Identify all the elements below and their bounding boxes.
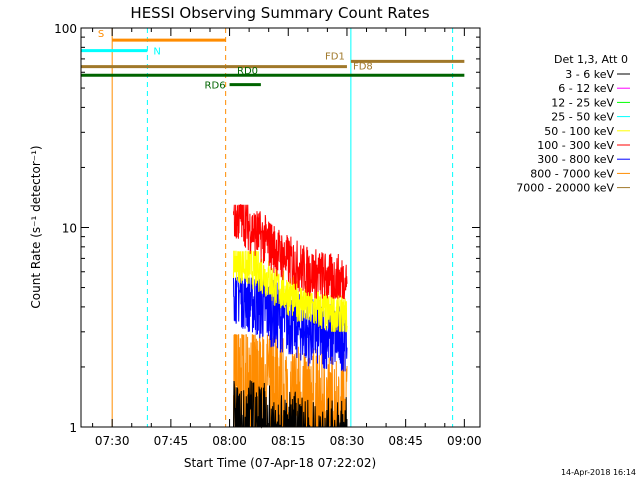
flag-label-fd1: FD1	[325, 51, 345, 62]
legend-entry-label: 25 - 50 keV	[551, 111, 614, 124]
series-line-50-100kev	[233, 250, 348, 333]
x-tick-label: 08:30	[330, 434, 365, 448]
x-tick-label: 07:30	[95, 434, 130, 448]
flag-label-fd8: FD8	[353, 62, 373, 73]
series-line-100-300kev	[233, 204, 348, 300]
y-tick-label: 100	[54, 22, 77, 36]
x-tick-label: 08:00	[212, 434, 247, 448]
y-tick-label: 10	[62, 222, 77, 236]
flag-bars: S N FD1 FD8 RD0 RD6	[81, 29, 465, 92]
x-tick-label: 08:45	[388, 434, 423, 448]
legend-entry-label: 12 - 25 keV	[551, 96, 614, 109]
timestamp: 14-Apr-2018 16:14	[561, 468, 636, 477]
legend-title: Det 1,3, Att 0	[554, 53, 628, 66]
y-tick-label: 1	[69, 421, 77, 435]
data-series	[233, 204, 348, 429]
series-line-300-800kev	[233, 277, 348, 372]
legend-entry-label: 50 - 100 keV	[544, 125, 614, 138]
x-tick-label: 09:00	[447, 434, 482, 448]
x-tick-label: 08:15	[271, 434, 306, 448]
flag-label-rd0: RD0	[237, 66, 258, 77]
chart-title: HESSI Observing Summary Count Rates	[130, 4, 429, 22]
legend-entry-label: 7000 - 20000 keV	[516, 182, 614, 195]
legend-entry-label: 6 - 12 keV	[558, 82, 614, 95]
legend-entry-label: 300 - 800 keV	[537, 153, 614, 166]
vertical-markers	[111, 28, 454, 427]
y-axis-label: Count Rate (s⁻¹ detector⁻¹)	[29, 145, 43, 308]
axes: 07:30 07:45 08:00 08:15 08:30 08:45 09:00 1 10 10…	[54, 22, 482, 448]
legend-entry-label: 3 - 6 keV	[565, 68, 614, 81]
flag-label-s: S	[98, 29, 104, 40]
x-tick-label: 07:45	[154, 434, 189, 448]
x-axis-label: Start Time (07-Apr-18 07:22:02)	[184, 456, 376, 470]
flag-label-n: N	[153, 47, 160, 58]
legend-entry-label: 800 - 7000 keV	[530, 167, 614, 180]
flag-label-rd6: RD6	[205, 81, 226, 92]
legend-entry-label: 100 - 300 keV	[537, 139, 614, 152]
